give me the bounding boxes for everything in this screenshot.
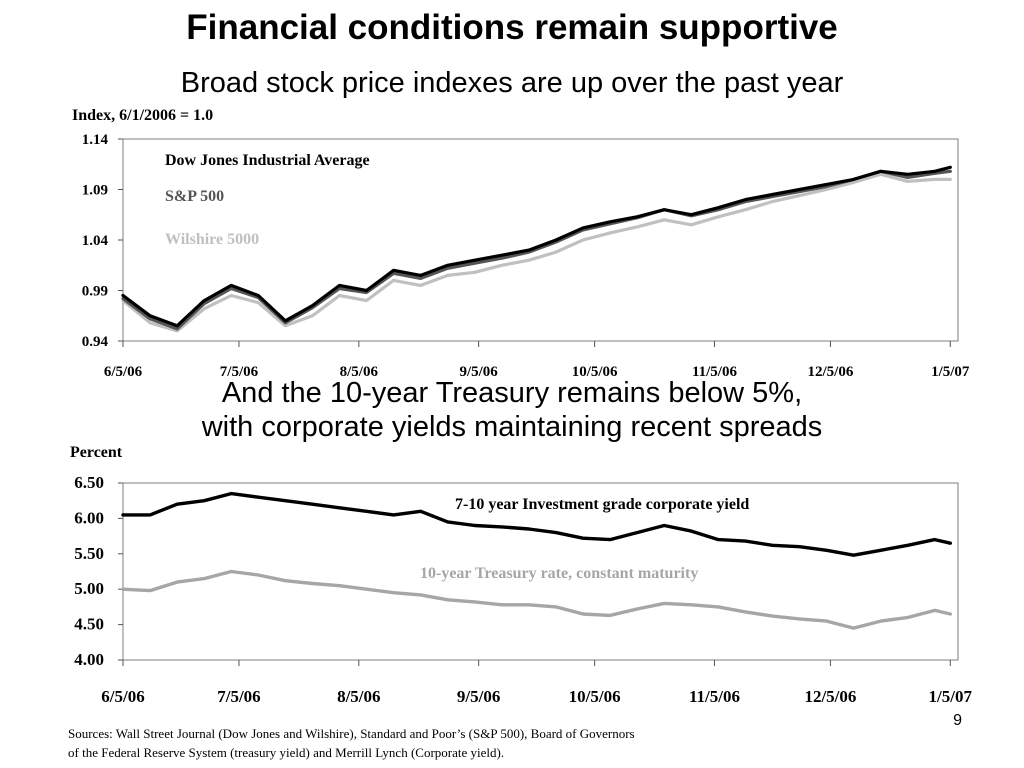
x-tick-label: 11/5/06 bbox=[692, 364, 738, 380]
yield-chart-subtitle-line2: with corporate yields maintaining recent… bbox=[201, 411, 823, 443]
series-line-wilshire-5000 bbox=[121, 172, 952, 333]
x-tick-label: 1/5/07 bbox=[931, 364, 970, 380]
x-tick-label: 6/5/06 bbox=[104, 364, 143, 380]
y-tick-label: 0.99 bbox=[82, 284, 108, 300]
series-line-7-10-year-investment-grade-corporate-yield bbox=[121, 491, 952, 557]
y-tick-label: 5.00 bbox=[74, 579, 104, 598]
x-tick-label: 7/5/06 bbox=[220, 364, 259, 380]
series-line-dow-jones-industrial-average bbox=[121, 165, 952, 328]
sources-line-2: of the Federal Reserve System (treasury … bbox=[68, 745, 505, 760]
series-label-7-10-year-investment-grade-corporate-yield: 7-10 year Investment grade corporate yie… bbox=[455, 496, 749, 513]
x-tick-label: 1/5/07 bbox=[929, 687, 973, 706]
sources-note: Sources: Wall Street Journal (Dow Jones … bbox=[68, 724, 828, 762]
slide-title: Financial conditions remain supportive bbox=[186, 8, 838, 47]
x-tick-label: 9/5/06 bbox=[459, 364, 498, 380]
y-tick-label: 1.09 bbox=[82, 183, 108, 199]
x-tick-label: 10/5/06 bbox=[572, 364, 618, 380]
series-label-s-p-500: S&P 500 bbox=[165, 188, 224, 205]
series-label-dow-jones-industrial-average: Dow Jones Industrial Average bbox=[165, 152, 370, 169]
x-tick-label: 7/5/06 bbox=[217, 687, 260, 706]
y-tick-label: 4.00 bbox=[74, 650, 104, 669]
yield-chart-subtitle-line1: And the 10-year Treasury remains below 5… bbox=[221, 377, 803, 409]
y-tick-label: 5.50 bbox=[74, 544, 104, 563]
page-number: 9 bbox=[953, 712, 962, 729]
plot-frame bbox=[122, 482, 959, 661]
y-tick-label: 1.14 bbox=[82, 132, 109, 148]
y-tick-label: 6.00 bbox=[74, 508, 104, 527]
series-label-wilshire-5000: Wilshire 5000 bbox=[165, 231, 259, 248]
x-tick-label: 9/5/06 bbox=[457, 687, 500, 706]
yield-chart-y-label: Percent bbox=[70, 444, 123, 461]
series-line-10-year-treasury-rate-constant-maturity bbox=[121, 569, 952, 630]
stock-chart-subtitle: Broad stock price indexes are up over th… bbox=[180, 67, 844, 99]
y-tick-label: 4.50 bbox=[74, 615, 104, 634]
x-tick-label: 12/5/06 bbox=[808, 364, 854, 380]
y-tick-label: 1.04 bbox=[82, 233, 109, 249]
x-tick-label: 11/5/06 bbox=[689, 687, 740, 706]
series-label-10-year-treasury-rate-constant-maturity: 10-year Treasury rate, constant maturity bbox=[420, 565, 698, 582]
x-tick-label: 8/5/06 bbox=[340, 364, 379, 380]
x-tick-label: 10/5/06 bbox=[569, 687, 621, 706]
stock-chart-y-label: Index, 6/1/2006 = 1.0 bbox=[72, 107, 214, 124]
x-tick-label: 12/5/06 bbox=[804, 687, 856, 706]
x-tick-label: 8/5/06 bbox=[337, 687, 380, 706]
x-tick-label: 6/5/06 bbox=[101, 687, 144, 706]
y-tick-label: 6.50 bbox=[74, 473, 104, 492]
y-tick-label: 0.94 bbox=[82, 334, 109, 350]
sources-line-1: Sources: Wall Street Journal (Dow Jones … bbox=[68, 726, 635, 741]
